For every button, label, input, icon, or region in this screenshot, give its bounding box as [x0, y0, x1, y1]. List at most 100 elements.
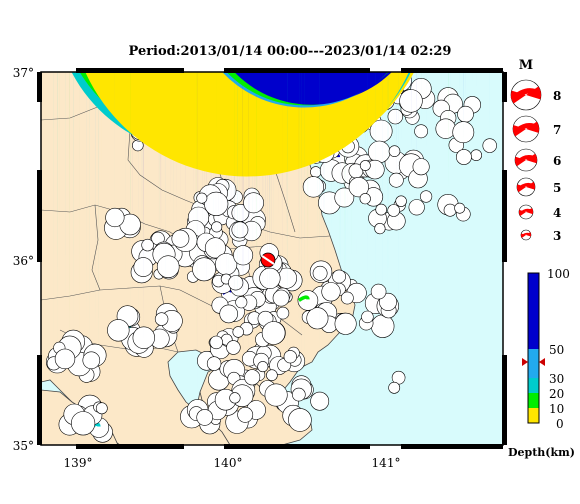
focal-mechanism-304	[332, 269, 346, 284]
focal-mechanisms-layer	[45, 72, 497, 443]
focal-mechanism-124	[420, 72, 433, 203]
lat-label-36: 36°	[13, 254, 34, 268]
focal-mechanism-350	[70, 72, 406, 436]
focal-mechanism-238	[219, 72, 238, 324]
focal-mechanism-369	[264, 383, 288, 407]
focal-mechanism-383	[378, 72, 397, 311]
magnitude-label-6: 6	[553, 154, 561, 168]
depth-label-100: 100	[547, 267, 570, 281]
epicenter-marker	[260, 252, 276, 268]
depth-label-30: 30	[549, 372, 564, 386]
focal-mechanism-319	[154, 72, 272, 326]
focal-mechanism-125	[387, 204, 401, 217]
focal-mechanism-402	[105, 72, 125, 228]
depth-label-0: 0	[556, 417, 564, 431]
focal-mechanism-109	[374, 223, 386, 235]
magnitude-legend-ball-5	[516, 177, 536, 197]
focal-mechanism-198	[204, 72, 226, 259]
focal-mechanism-306	[297, 72, 319, 311]
magnitude-legend-ball-4	[518, 204, 534, 220]
focal-mechanism-276	[266, 72, 278, 382]
focal-mechanism-280	[206, 72, 301, 371]
depth-label-50: 50	[549, 343, 564, 357]
focal-mechanism-279	[283, 350, 297, 364]
magnitude-legend-ball-8	[510, 79, 542, 111]
depth-band-30-50	[528, 349, 539, 378]
focal-mechanism-365	[229, 72, 350, 404]
magnitude-legend-ball-7	[512, 115, 540, 143]
focal-mechanism-246	[228, 275, 244, 291]
magnitude-legend-title: M	[519, 58, 533, 73]
focal-mechanism-120	[375, 203, 388, 216]
focal-mechanism-285	[226, 72, 241, 355]
depth-band-10-20	[528, 393, 539, 408]
lat-label-35: 35°	[13, 439, 34, 453]
period-title: Period:2013/01/14 00:00---2023/01/14 02:…	[128, 44, 452, 59]
focal-mechanism-326	[107, 72, 298, 342]
focal-mechanism-277	[261, 72, 286, 345]
focal-mechanism-230	[276, 306, 290, 320]
focal-mechanism-56	[387, 72, 403, 125]
focal-mechanism-61	[414, 72, 428, 139]
focal-mechanism-119	[388, 172, 404, 188]
focal-mechanism-8	[155, 72, 167, 78]
magnitude-label-7: 7	[553, 123, 561, 137]
lon-label-139: 139°	[64, 456, 93, 470]
focal-mechanism-305	[334, 72, 357, 335]
magnitude-label-4: 4	[553, 206, 561, 220]
depth-label-10: 10	[549, 402, 564, 416]
focal-mechanism-164	[231, 72, 250, 222]
focal-mechanism-396	[454, 72, 466, 214]
focal-mechanism-376	[291, 72, 306, 402]
focal-mechanism-392	[452, 72, 475, 144]
focal-mechanism-389	[455, 72, 472, 165]
focal-mechanism-126	[359, 72, 371, 171]
focal-mechanism-362	[237, 72, 371, 423]
focal-mechanism-381	[361, 72, 374, 324]
focal-mechanism-302	[306, 72, 329, 330]
focal-mechanism-242	[259, 72, 281, 290]
focal-mechanism-201	[156, 255, 180, 279]
lat-label-37: 37°	[13, 66, 34, 80]
focal-mechanism-282	[232, 72, 244, 338]
magnitude-label-3: 3	[553, 229, 561, 243]
focal-mechanism-286	[257, 361, 269, 373]
lon-label-140: 140°	[214, 456, 243, 470]
magnitude-label-8: 8	[553, 89, 561, 103]
lon-label-141: 141°	[372, 456, 401, 470]
focal-mechanism-113	[348, 72, 369, 198]
focal-mechanism-165	[243, 72, 265, 214]
frame-ticks	[37, 68, 507, 449]
focal-mechanism-166	[231, 72, 249, 239]
focal-mechanism-404	[388, 381, 401, 394]
magnitude-label-5: 5	[553, 181, 561, 195]
focal-mechanism-104	[408, 72, 425, 216]
focal-mechanism-384	[370, 283, 387, 300]
focal-mechanism-233	[272, 289, 290, 307]
depth-band-0-10	[528, 408, 539, 423]
depth-band-20-30	[528, 378, 539, 393]
focal-mechanism-325	[132, 72, 303, 349]
depth-axis-label: Depth(km)	[508, 446, 575, 459]
magnitude-legend-ball-3	[520, 229, 532, 241]
focal-mechanism-127	[388, 72, 401, 157]
focal-mechanism-157	[204, 191, 229, 216]
focal-mechanism-373	[288, 72, 312, 432]
magnitude-legend-ball-6	[514, 148, 538, 172]
focal-mechanism-122	[412, 72, 430, 176]
depth-band-50-100	[528, 273, 539, 349]
focal-mechanism-196	[133, 72, 154, 277]
depth-legend: 100 50 30 20 10 0 Depth(km)	[508, 267, 575, 459]
magnitude-legend: M 8 7 6 5 4 3	[510, 58, 561, 243]
focal-mechanism-391	[482, 72, 497, 153]
depth-bar-frame	[527, 272, 540, 424]
focal-mechanism-366	[196, 72, 388, 426]
depth-pointer	[522, 358, 545, 366]
focal-mechanism-370	[310, 72, 330, 411]
focal-mechanism-193	[141, 238, 154, 252]
focal-mechanism-97	[302, 176, 325, 198]
focal-mechanism-103	[395, 195, 407, 207]
depth-label-20: 20	[549, 387, 564, 401]
